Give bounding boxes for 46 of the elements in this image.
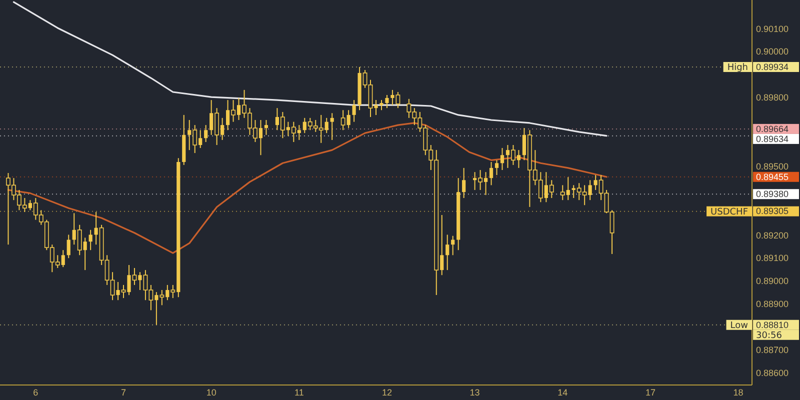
candlestick: [500, 147, 504, 171]
candlestick: [88, 229, 92, 251]
candlestick: [451, 235, 455, 256]
y-tick-label: 0.89200: [756, 230, 789, 240]
candlestick: [66, 234, 70, 259]
x-tick-label: 7: [120, 387, 126, 398]
candlestick: [385, 94, 389, 109]
y-tick-label: 0.89800: [756, 92, 789, 103]
y-tick-label: 0.89380: [756, 188, 789, 199]
candlestick: [204, 124, 208, 143]
x-tick-label: 13: [470, 387, 480, 398]
y-tick-label: 0.89305: [756, 206, 789, 216]
y-tick-label: 0.88900: [756, 299, 789, 310]
y-tick-label: 0.89664: [756, 124, 789, 134]
candlestick: [352, 100, 356, 122]
x-tick-label: 18: [733, 387, 744, 398]
candlestick: [462, 167, 466, 199]
candlestick: [380, 100, 384, 111]
line-series: [7, 122, 608, 254]
candlestick: [489, 161, 494, 186]
y-tick-label: 0.89455: [756, 172, 789, 182]
x-tick-label: 11: [294, 387, 304, 398]
y-tick-label: 0.89634: [756, 134, 789, 144]
x-tick-label: 10: [206, 387, 216, 398]
candlestick: [264, 119, 268, 136]
x-tick-label: 6: [33, 387, 38, 398]
y-tick-label: 0.88810: [756, 320, 789, 330]
candlestick: [494, 160, 499, 176]
x-tick-label: 12: [382, 387, 392, 398]
candlestick: [446, 234, 450, 271]
text: 30:56: [756, 331, 782, 342]
y-tick-label: 0.88700: [756, 345, 789, 356]
y-tick-label: 0.89934: [756, 62, 789, 72]
y-tick-label: 0.89000: [756, 276, 789, 286]
y-tick-label: 0.90000: [756, 46, 789, 57]
y-tick-label: 0.88600: [756, 368, 789, 378]
y-tick-label: 0.89500: [756, 161, 789, 172]
x-tick-label: 17: [645, 387, 656, 398]
x-tick-label: 14: [558, 387, 568, 398]
candlestick: [330, 112, 334, 140]
ref-line-label: High: [727, 63, 748, 74]
ref-line-label: Low: [730, 321, 748, 332]
ref-line-label: USDCHF: [710, 208, 748, 218]
y-tick-label: 0.89100: [756, 253, 789, 264]
line-series: [12, 1, 608, 137]
y-tick-label: 0.90100: [756, 24, 789, 34]
